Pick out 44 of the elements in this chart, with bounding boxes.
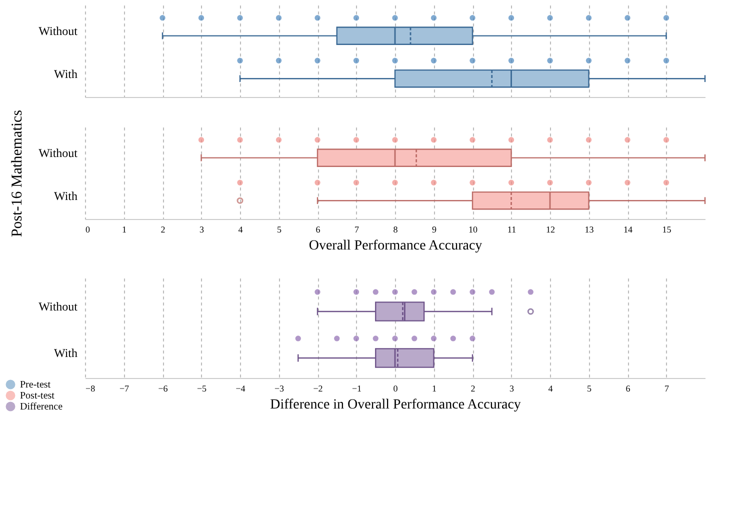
legend-label: Difference bbox=[20, 402, 64, 412]
y-axis-title: Post-16 Mathematics bbox=[10, 110, 26, 238]
x-tick-label: 8 bbox=[393, 224, 398, 234]
x-tick-label: 5 bbox=[277, 224, 282, 234]
x-tick-label: −3 bbox=[274, 384, 285, 394]
x-tick-label: −1 bbox=[352, 384, 362, 394]
x-tick-label: 7 bbox=[354, 224, 360, 234]
x-axis-title: Difference in Overall Performance Accuracy bbox=[270, 398, 521, 412]
x-tick-label: 1 bbox=[432, 384, 436, 394]
x-tick-label: 15 bbox=[662, 224, 672, 234]
x-tick-label: 12 bbox=[546, 224, 555, 234]
x-axis-title: Overall Performance Accuracy bbox=[308, 238, 482, 254]
x-tick-label: 6 bbox=[316, 224, 321, 234]
x-tick-label: 2 bbox=[160, 224, 166, 234]
x-tick-label: 7 bbox=[664, 384, 670, 394]
legend-label: Pre-test bbox=[20, 380, 51, 390]
y-tick-label: Without bbox=[38, 24, 78, 38]
y-tick-label: With bbox=[54, 346, 78, 360]
x-tick-label: −4 bbox=[236, 384, 246, 394]
x-tick-label: 5 bbox=[587, 384, 592, 394]
x-tick-label: −6 bbox=[158, 384, 168, 394]
x-tick-label: 13 bbox=[584, 224, 594, 234]
x-tick-label: 4 bbox=[238, 224, 244, 234]
x-tick-label: −5 bbox=[196, 384, 208, 394]
y-tick-label: With bbox=[54, 66, 78, 81]
legend-label: Post-test bbox=[20, 390, 55, 402]
x-tick-label: 14 bbox=[624, 224, 633, 234]
x-tick-label: 6 bbox=[626, 384, 631, 394]
x-tick-label: 3 bbox=[510, 384, 514, 394]
x-tick-label: 9 bbox=[432, 224, 437, 234]
x-tick-label: 1 bbox=[122, 224, 126, 234]
x-tick-label: −7 bbox=[119, 384, 130, 394]
x-tick-label: 10 bbox=[468, 224, 478, 234]
x-tick-label: 11 bbox=[507, 224, 516, 234]
x-tick-label: 3 bbox=[200, 224, 204, 234]
y-tick-label: Without bbox=[38, 299, 78, 314]
y-tick-label: With bbox=[54, 188, 78, 203]
x-tick-label: 0 bbox=[86, 224, 90, 234]
x-tick-label: −2 bbox=[313, 384, 323, 394]
x-tick-label: −8 bbox=[86, 384, 96, 394]
x-tick-label: 2 bbox=[470, 384, 476, 394]
x-tick-label: 0 bbox=[393, 384, 398, 394]
y-tick-label: Without bbox=[38, 146, 78, 160]
x-tick-label: 4 bbox=[548, 384, 554, 394]
